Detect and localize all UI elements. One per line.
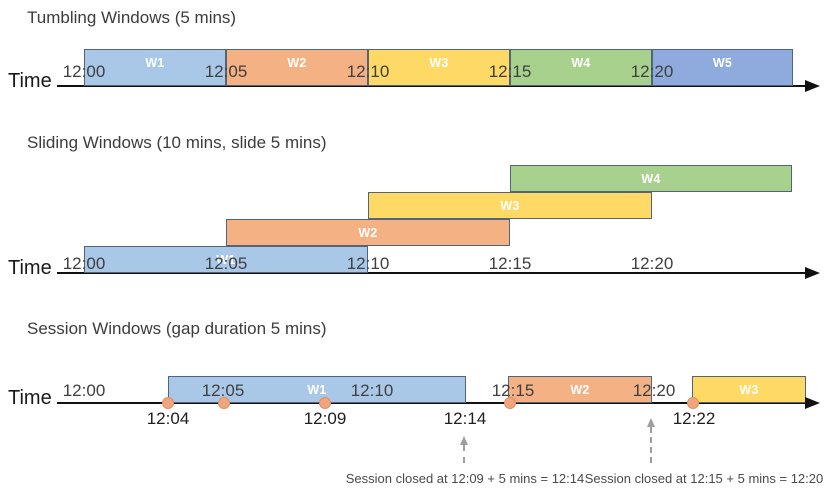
window-label: W3 (739, 382, 759, 397)
window-label: W5 (712, 56, 733, 70)
session-window-w3: W3 (692, 376, 806, 403)
session-tick-12-14: 12:14 (443, 409, 487, 428)
tumbling-time-axis-label: Time (8, 70, 52, 92)
tumbling-window-w5: W5 (652, 49, 793, 86)
sliding-window-w1: W1 (84, 246, 368, 273)
tumbling-tick-12-10: 12:10 (346, 62, 390, 81)
window-label: W1 (216, 252, 236, 267)
session-window-w2: W2 (508, 376, 652, 403)
tumbling-tick-12-15: 12:15 (488, 62, 532, 81)
event-dot-12-22 (687, 397, 699, 409)
session-closed-annotation-1: Session closed at 12:09 + 5 mins = 12:14 (345, 471, 585, 486)
session-time-axis-line (57, 402, 807, 404)
session-closed-arrow-2-icon (647, 418, 655, 463)
session-tick-12-00: 12:00 (62, 381, 106, 400)
tumbling-window-w4: W4 (510, 49, 652, 86)
event-dot-12-15 (504, 397, 516, 409)
window-label: W1 (307, 382, 327, 397)
sliding-window-w2: W2 (226, 219, 510, 246)
event-dot-12-04 (162, 397, 174, 409)
tumbling-tick-12-05: 12:05 (204, 62, 248, 81)
window-label: W2 (570, 382, 590, 397)
session-section-title: Session Windows (gap duration 5 mins) (27, 319, 327, 338)
session-tick-12-04: 12:04 (146, 409, 190, 428)
tumbling-window-w2: W2 (226, 49, 368, 86)
sliding-tick-12-15: 12:15 (488, 254, 532, 273)
tumbling-axis-arrowhead-icon (805, 80, 820, 92)
window-label: W1 (145, 56, 165, 70)
sliding-window-w3: W3 (368, 192, 652, 219)
sliding-tick-12-05: 12:05 (204, 254, 248, 273)
session-closed-arrow-1-icon (460, 436, 468, 463)
sliding-section-title: Sliding Windows (10 mins, slide 5 mins) (27, 133, 327, 152)
window-label: W3 (500, 198, 520, 213)
session-tick-12-10: 12:10 (350, 381, 394, 400)
window-label: W3 (429, 56, 449, 70)
sliding-tick-12-00: 12:00 (62, 254, 106, 273)
tumbling-time-axis-line (57, 85, 807, 87)
session-closed-annotation-2: Session closed at 12:15 + 5 mins = 12:20 (584, 471, 824, 486)
event-dot-12-09 (319, 397, 331, 409)
tumbling-window-w1: W1 (84, 49, 226, 86)
window-label: W4 (641, 171, 661, 186)
tumbling-tick-12-20: 12:20 (630, 62, 674, 81)
window-label: W2 (287, 56, 307, 70)
tumbling-tick-12-00: 12:00 (62, 62, 106, 81)
window-label: W2 (358, 225, 378, 240)
session-time-axis-label: Time (8, 387, 52, 409)
session-tick-12-15: 12:15 (491, 381, 535, 400)
sliding-window-w4: W4 (510, 165, 792, 192)
window-label: W4 (571, 56, 591, 70)
session-tick-12-22: 12:22 (672, 409, 716, 428)
sliding-tick-12-10: 12:10 (346, 254, 390, 273)
session-axis-arrowhead-icon (805, 397, 820, 409)
sliding-tick-12-20: 12:20 (630, 254, 674, 273)
sliding-time-axis-line (57, 272, 807, 274)
session-tick-12-09: 12:09 (303, 409, 347, 428)
sliding-time-axis-label: Time (8, 257, 52, 279)
session-tick-12-05: 12:05 (201, 381, 245, 400)
session-tick-12-20: 12:20 (632, 381, 676, 400)
session-window-w1: W1 (168, 376, 466, 403)
tumbling-section-title: Tumbling Windows (5 mins) (27, 8, 237, 27)
event-dot (218, 397, 230, 409)
sliding-axis-arrowhead-icon (805, 267, 820, 279)
tumbling-window-w3: W3 (368, 49, 510, 86)
